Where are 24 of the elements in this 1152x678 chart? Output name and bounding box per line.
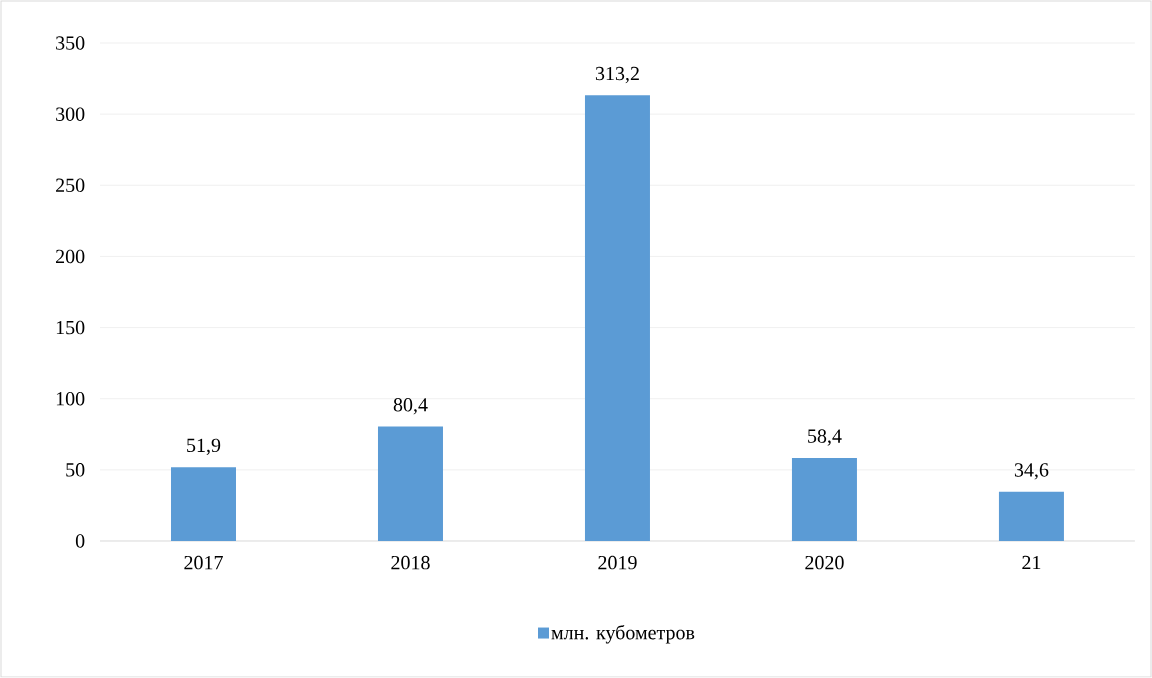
y-tick-label: 0 — [75, 534, 85, 548]
bar — [791, 457, 857, 541]
x-tick-label: 21 — [1022, 555, 1041, 570]
y-tick-label: 300 — [56, 107, 85, 121]
bar — [584, 95, 650, 541]
x-tick-label: 2019 — [598, 555, 637, 570]
data-label: 58,4 — [808, 429, 842, 446]
y-tick-label: 250 — [56, 178, 85, 193]
x-tick-label: 2018 — [391, 555, 430, 570]
data-label: 80,4 — [393, 398, 428, 415]
bar — [377, 426, 443, 541]
legend-label: млн. кубометров — [551, 624, 695, 644]
y-tick-label: 350 — [56, 36, 85, 50]
y-tick-label: 50 — [66, 463, 85, 477]
data-label: 313,2 — [595, 66, 639, 84]
y-tick-label: 200 — [56, 249, 85, 264]
x-tick-label: 2020 — [805, 555, 844, 570]
bar — [998, 491, 1064, 541]
x-tick-label: 2017 — [184, 555, 223, 570]
y-tick-label: 150 — [56, 320, 85, 335]
bar — [170, 467, 236, 541]
y-tick-label: 100 — [56, 391, 85, 406]
data-label: 34,6 — [1014, 463, 1049, 480]
data-label: 51,9 — [187, 438, 221, 455]
